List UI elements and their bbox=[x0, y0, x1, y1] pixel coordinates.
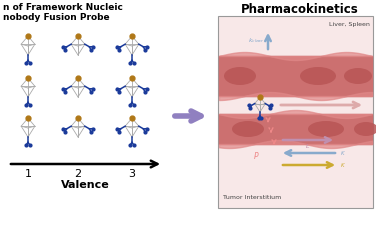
Bar bbox=[218, 16, 373, 208]
Ellipse shape bbox=[354, 122, 376, 136]
Text: n of Framework Nucleic: n of Framework Nucleic bbox=[3, 3, 123, 12]
Ellipse shape bbox=[344, 68, 372, 84]
Text: Valence: Valence bbox=[61, 180, 109, 190]
Text: nobody Fusion Probe: nobody Fusion Probe bbox=[3, 13, 110, 22]
Text: L: L bbox=[306, 144, 310, 149]
Text: $K$: $K$ bbox=[340, 149, 346, 157]
Ellipse shape bbox=[224, 67, 256, 85]
Ellipse shape bbox=[300, 67, 336, 85]
Text: P: P bbox=[254, 152, 258, 161]
Text: $K$: $K$ bbox=[340, 161, 346, 169]
Ellipse shape bbox=[308, 121, 344, 137]
Text: 1: 1 bbox=[24, 169, 32, 179]
Text: $k_{clear}$: $k_{clear}$ bbox=[249, 37, 265, 46]
Text: Tumor Interstitium: Tumor Interstitium bbox=[223, 195, 281, 200]
Text: 3: 3 bbox=[129, 169, 135, 179]
Text: Pharmacokinetics: Pharmacokinetics bbox=[241, 3, 359, 16]
Text: Liver, Spleen: Liver, Spleen bbox=[329, 22, 370, 27]
Text: 2: 2 bbox=[74, 169, 82, 179]
Ellipse shape bbox=[232, 121, 264, 137]
